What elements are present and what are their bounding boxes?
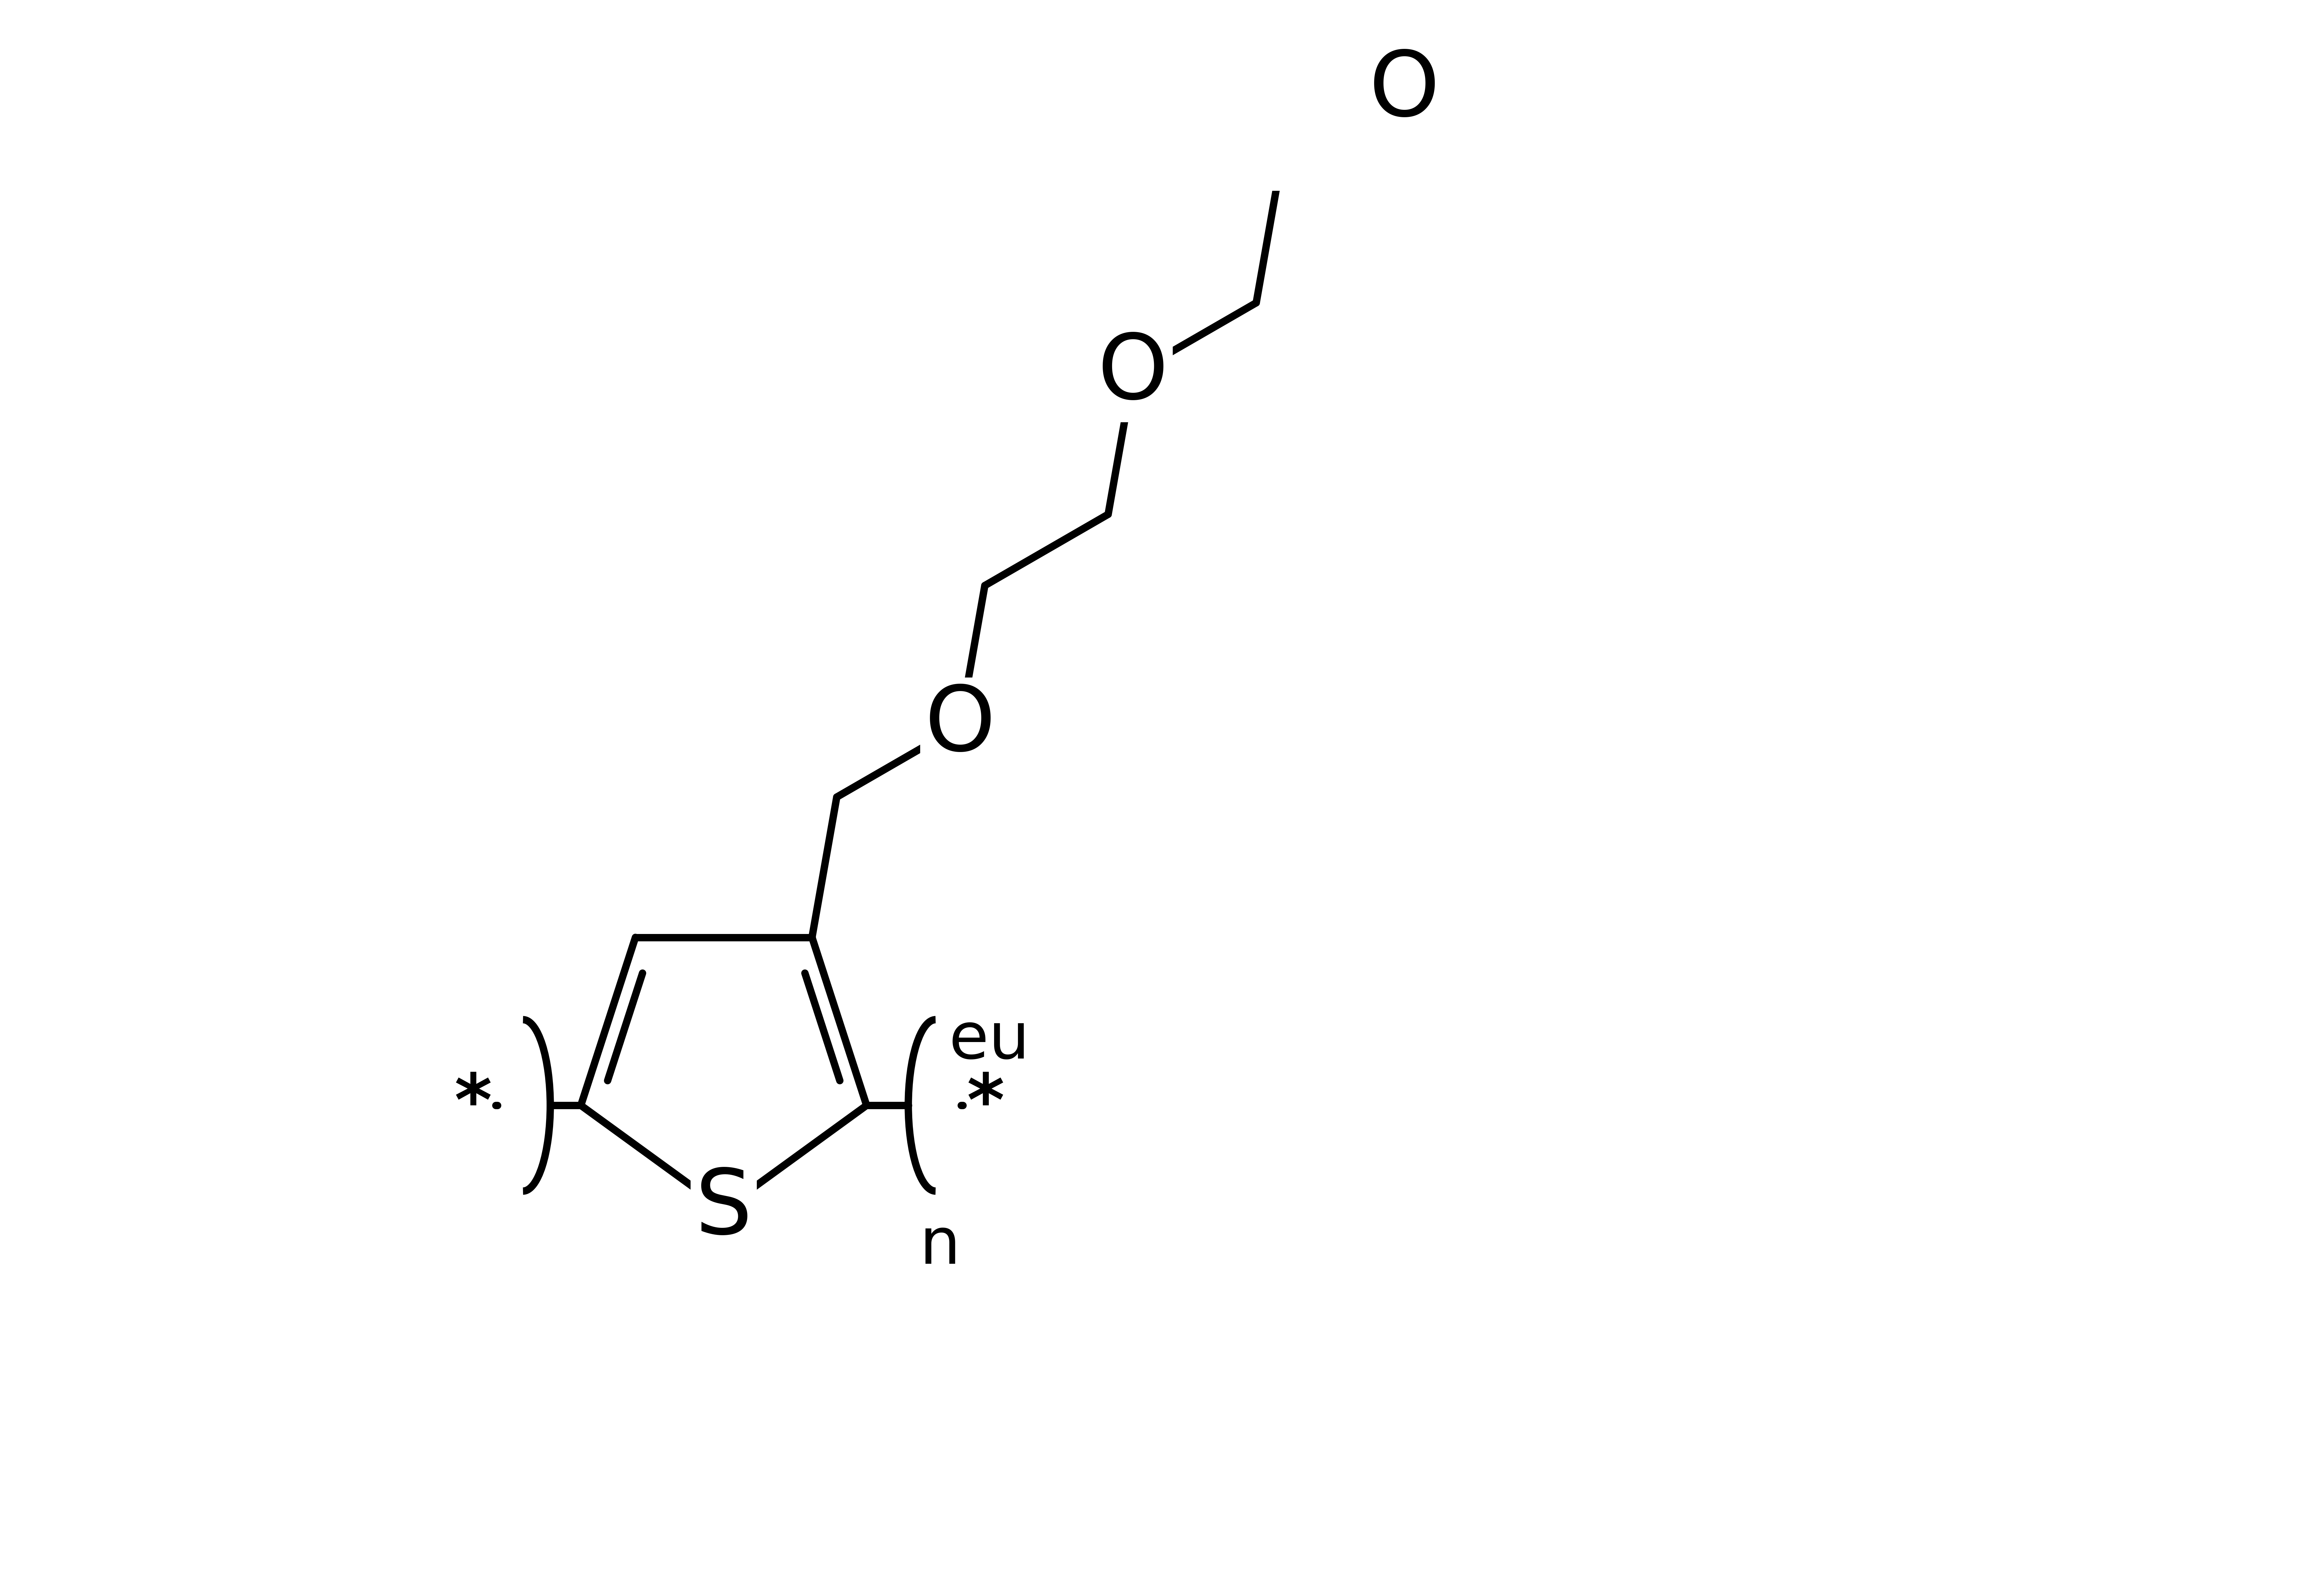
Text: O: O bbox=[1097, 331, 1169, 418]
Text: *: * bbox=[453, 1070, 493, 1140]
Text: n: n bbox=[920, 1215, 960, 1277]
Text: eu: eu bbox=[948, 1010, 1030, 1072]
Text: O: O bbox=[1369, 48, 1439, 135]
Text: S: S bbox=[695, 1165, 753, 1253]
Text: O: O bbox=[925, 682, 995, 770]
Text: *: * bbox=[967, 1070, 1004, 1140]
